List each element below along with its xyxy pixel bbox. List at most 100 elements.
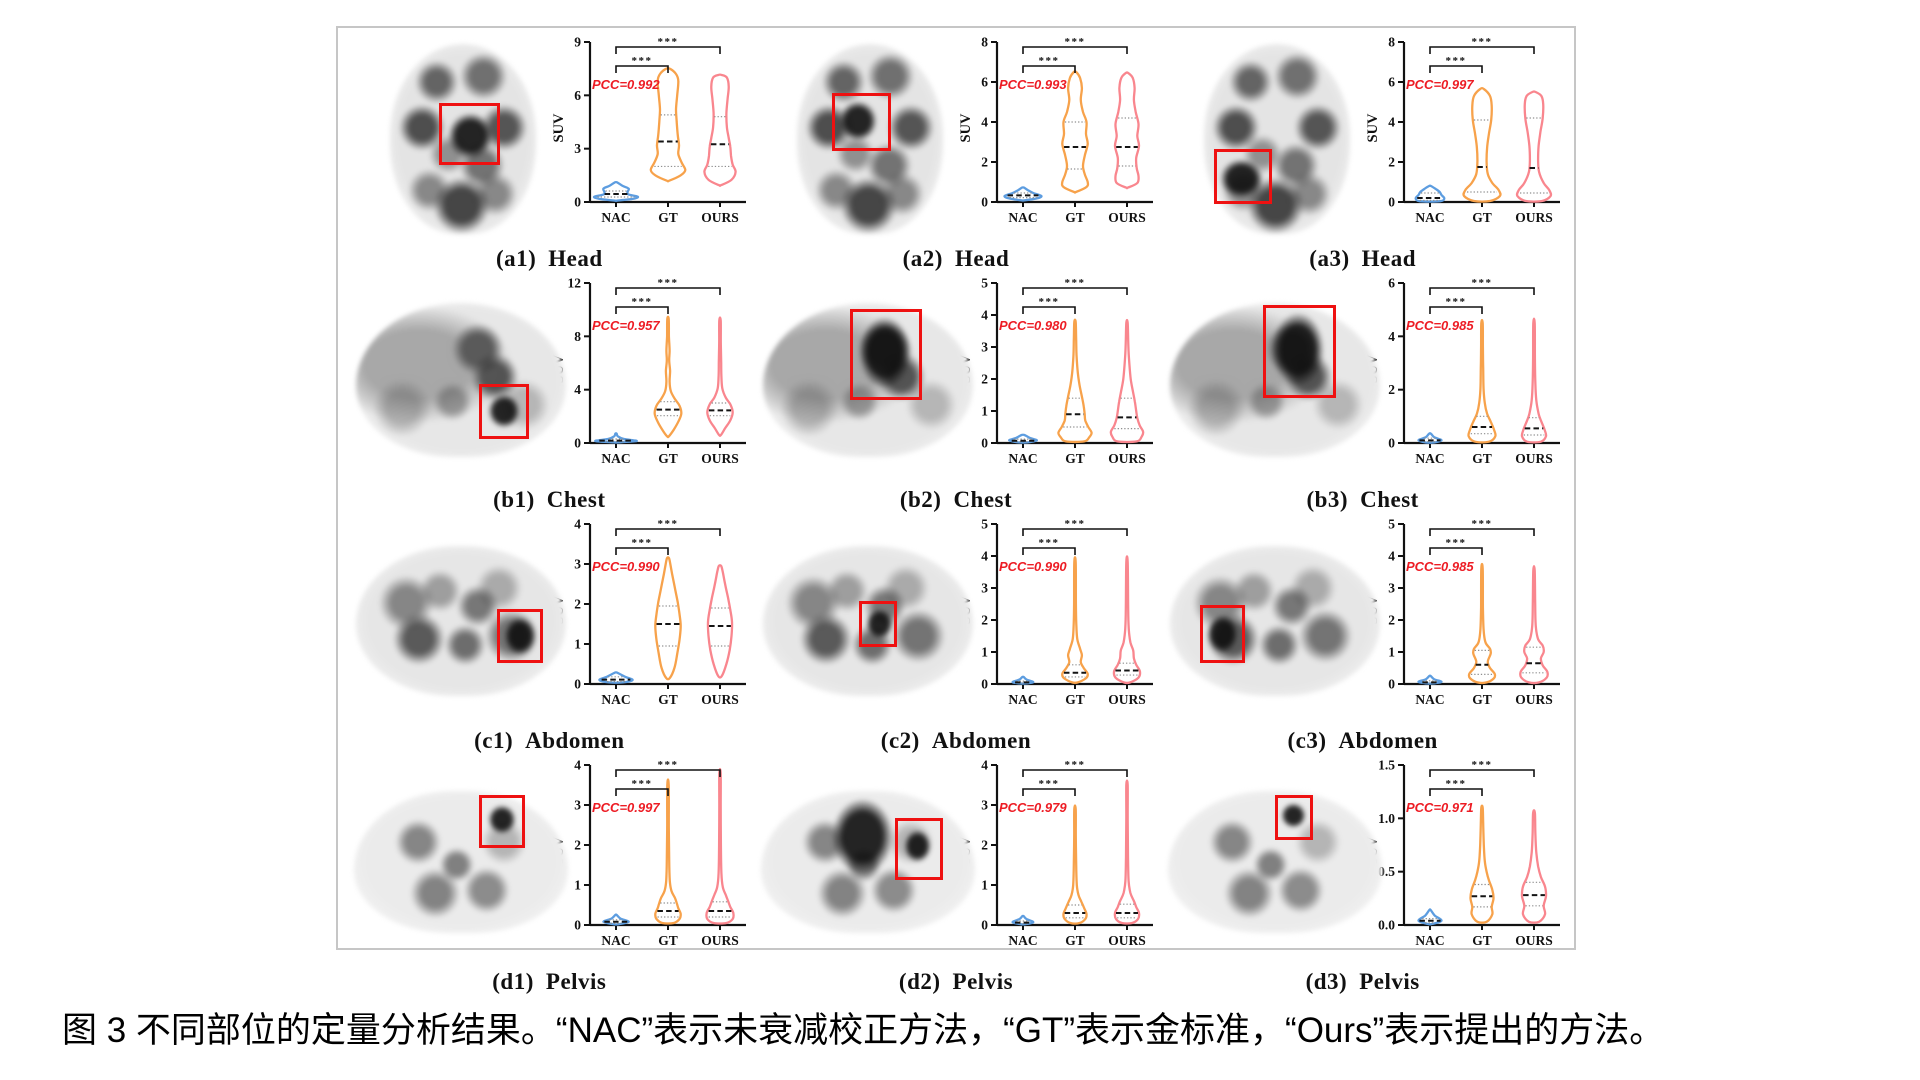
x-category-label: GT xyxy=(1472,210,1492,225)
panel-region: Head xyxy=(954,246,1010,271)
y-tick-label: 1 xyxy=(575,878,582,893)
y-tick-label: 2 xyxy=(1388,155,1395,170)
violin-gt xyxy=(1462,86,1502,203)
x-category-label: OURS xyxy=(702,933,740,948)
roi-box xyxy=(1213,148,1273,205)
roi-box xyxy=(831,93,891,151)
roi-box xyxy=(1274,794,1314,841)
y-tick-label: 0 xyxy=(981,436,988,451)
panel-region: Abdomen xyxy=(931,728,1032,753)
significance-stars: *** xyxy=(632,296,653,308)
significance-stars: *** xyxy=(1471,36,1492,48)
violin-ours xyxy=(1520,317,1547,444)
roi-box xyxy=(479,383,530,440)
y-tick-label: 6 xyxy=(1388,276,1395,291)
y-tick-label: 3 xyxy=(575,557,582,572)
violin-nac xyxy=(598,671,635,684)
panel-pair: 01234SUVNACGTOURS******PCC=0.997 xyxy=(348,755,750,969)
significance-stars: *** xyxy=(1038,778,1059,790)
violin-plot-svg: 01234SUVNACGTOURS******PCC=0.979 xyxy=(958,758,1153,948)
panel-label: (b3) Chest xyxy=(1306,487,1418,514)
significance-stars: *** xyxy=(1471,759,1492,771)
significance-stars: *** xyxy=(658,518,679,530)
violin-ours xyxy=(706,316,735,437)
panel-id: (b1) xyxy=(493,487,535,512)
figure-panel: 0 3 6 9 SUV NAC GT OURS *** *** PCC=0.992 (a1) Head xyxy=(346,32,753,273)
y-tick-label: 0 xyxy=(981,677,988,692)
pet-image xyxy=(348,522,574,720)
violin-ours xyxy=(703,73,738,187)
x-category-label: NAC xyxy=(1008,210,1037,225)
y-tick-label: 0 xyxy=(981,918,988,933)
figure-panel: 01234SUVNACGTOURS******PCC=0.997 (d1)Pel… xyxy=(346,755,753,996)
panel-label: (c3) Abdomen xyxy=(1287,728,1437,755)
violin-plot-svg: 0.00.51.01.5SUVNACGTOURS******PCC=0.971 xyxy=(1365,758,1560,948)
figure-box: 0 3 6 9 SUV NAC GT OURS *** *** PCC=0.992 (a1) Head… xyxy=(336,26,1576,994)
pet-hotspot xyxy=(1281,802,1307,829)
y-tick-label: 3 xyxy=(1388,581,1395,596)
y-tick-label: 2 xyxy=(1388,382,1395,397)
violin-chart: 01234SUVNACGTOURS******PCC=0.990 xyxy=(550,514,750,728)
x-category-label: NAC xyxy=(602,451,631,466)
violin-ours xyxy=(1109,318,1145,444)
panel-region: Chest xyxy=(953,487,1013,512)
pet-hotspot xyxy=(838,101,877,141)
x-category-label: NAC xyxy=(602,692,631,707)
x-category-label: GT xyxy=(1065,933,1085,948)
panel-pair: 012345SUVNACGTOURS******PCC=0.980 xyxy=(755,273,1157,487)
x-category-label: OURS xyxy=(702,210,740,225)
x-category-label: NAC xyxy=(1415,210,1444,225)
panel-pair: 0.00.51.01.5SUVNACGTOURS******PCC=0.971 xyxy=(1162,755,1564,969)
roi-box xyxy=(1200,605,1246,663)
significance-bracket xyxy=(1428,547,1483,555)
significance-stars: *** xyxy=(1064,36,1085,48)
pcc-value: PCC=0.971 xyxy=(1406,800,1474,815)
significance-stars: *** xyxy=(658,759,679,771)
y-tick-label: 1.5 xyxy=(1378,758,1395,773)
pet-hotspot xyxy=(504,617,536,655)
pet-image xyxy=(1162,281,1388,479)
pcc-value: PCC=0.980 xyxy=(999,318,1067,333)
significance-bracket xyxy=(1428,46,1535,54)
roi-box xyxy=(479,794,525,849)
pet-scan-blob xyxy=(1169,546,1380,696)
roi-box xyxy=(895,818,943,880)
figure-panel: 01234SUVNACGTOURS******PCC=0.979 (d2)Pel… xyxy=(753,755,1160,996)
figure-panel: 0 2 4 6 8 SUV NAC GT OURS *** *** PCC=0.993 (a2) Hea… xyxy=(753,32,1160,273)
pcc-value: PCC=0.997 xyxy=(592,800,660,815)
significance-stars: *** xyxy=(1445,778,1466,790)
panel-pair: 0246SUVNACGTOURS******PCC=0.985 xyxy=(1162,273,1564,487)
y-tick-label: 1 xyxy=(981,645,988,660)
significance-bracket xyxy=(615,65,670,73)
panel-region: Head xyxy=(548,246,603,271)
y-tick-label: 4 xyxy=(1388,549,1395,564)
pcc-value: PCC=0.985 xyxy=(1406,559,1474,574)
y-tick-label: 1.0 xyxy=(1378,811,1395,826)
x-category-label: OURS xyxy=(1515,692,1553,707)
pet-hotspot xyxy=(865,609,893,639)
y-tick-label: 1 xyxy=(981,878,988,893)
pet-hotspot xyxy=(858,316,911,388)
x-category-label: OURS xyxy=(1515,451,1553,466)
pet-image xyxy=(755,763,981,961)
pet-hotspot xyxy=(904,830,932,862)
y-tick-label: 8 xyxy=(981,35,988,50)
roi-box xyxy=(438,103,500,165)
x-category-label: OURS xyxy=(1108,451,1146,466)
y-tick-label: 2 xyxy=(981,155,988,170)
violin-ours xyxy=(1515,90,1552,203)
violin-plot-svg: 0246SUVNACGTOURS******PCC=0.985 xyxy=(1365,276,1560,466)
figure-panel: 012345SUVNACGTOURS******PCC=0.980 (b2)Ch… xyxy=(753,273,1160,514)
pet-scan-blob xyxy=(356,303,567,457)
significance-bracket xyxy=(1022,547,1076,555)
pet-hotspot xyxy=(488,804,516,835)
pcc-value: PCC=0.990 xyxy=(592,559,660,574)
y-tick-label: 4 xyxy=(575,382,582,397)
panel-pair: 01234SUVNACGTOURS******PCC=0.979 xyxy=(755,755,1157,969)
y-tick-label: 0 xyxy=(1388,436,1395,451)
y-tick-label: 8 xyxy=(1388,35,1395,50)
violin-chart: 0 3 6 9 SUV NAC GT OURS *** *** PCC=0.992 xyxy=(550,32,750,246)
y-tick-label: 3 xyxy=(575,798,582,813)
y-tick-label: 5 xyxy=(981,276,988,291)
pet-hotspot xyxy=(447,113,493,159)
